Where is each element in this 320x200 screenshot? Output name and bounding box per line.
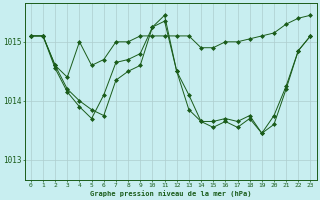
- X-axis label: Graphe pression niveau de la mer (hPa): Graphe pression niveau de la mer (hPa): [90, 190, 252, 197]
